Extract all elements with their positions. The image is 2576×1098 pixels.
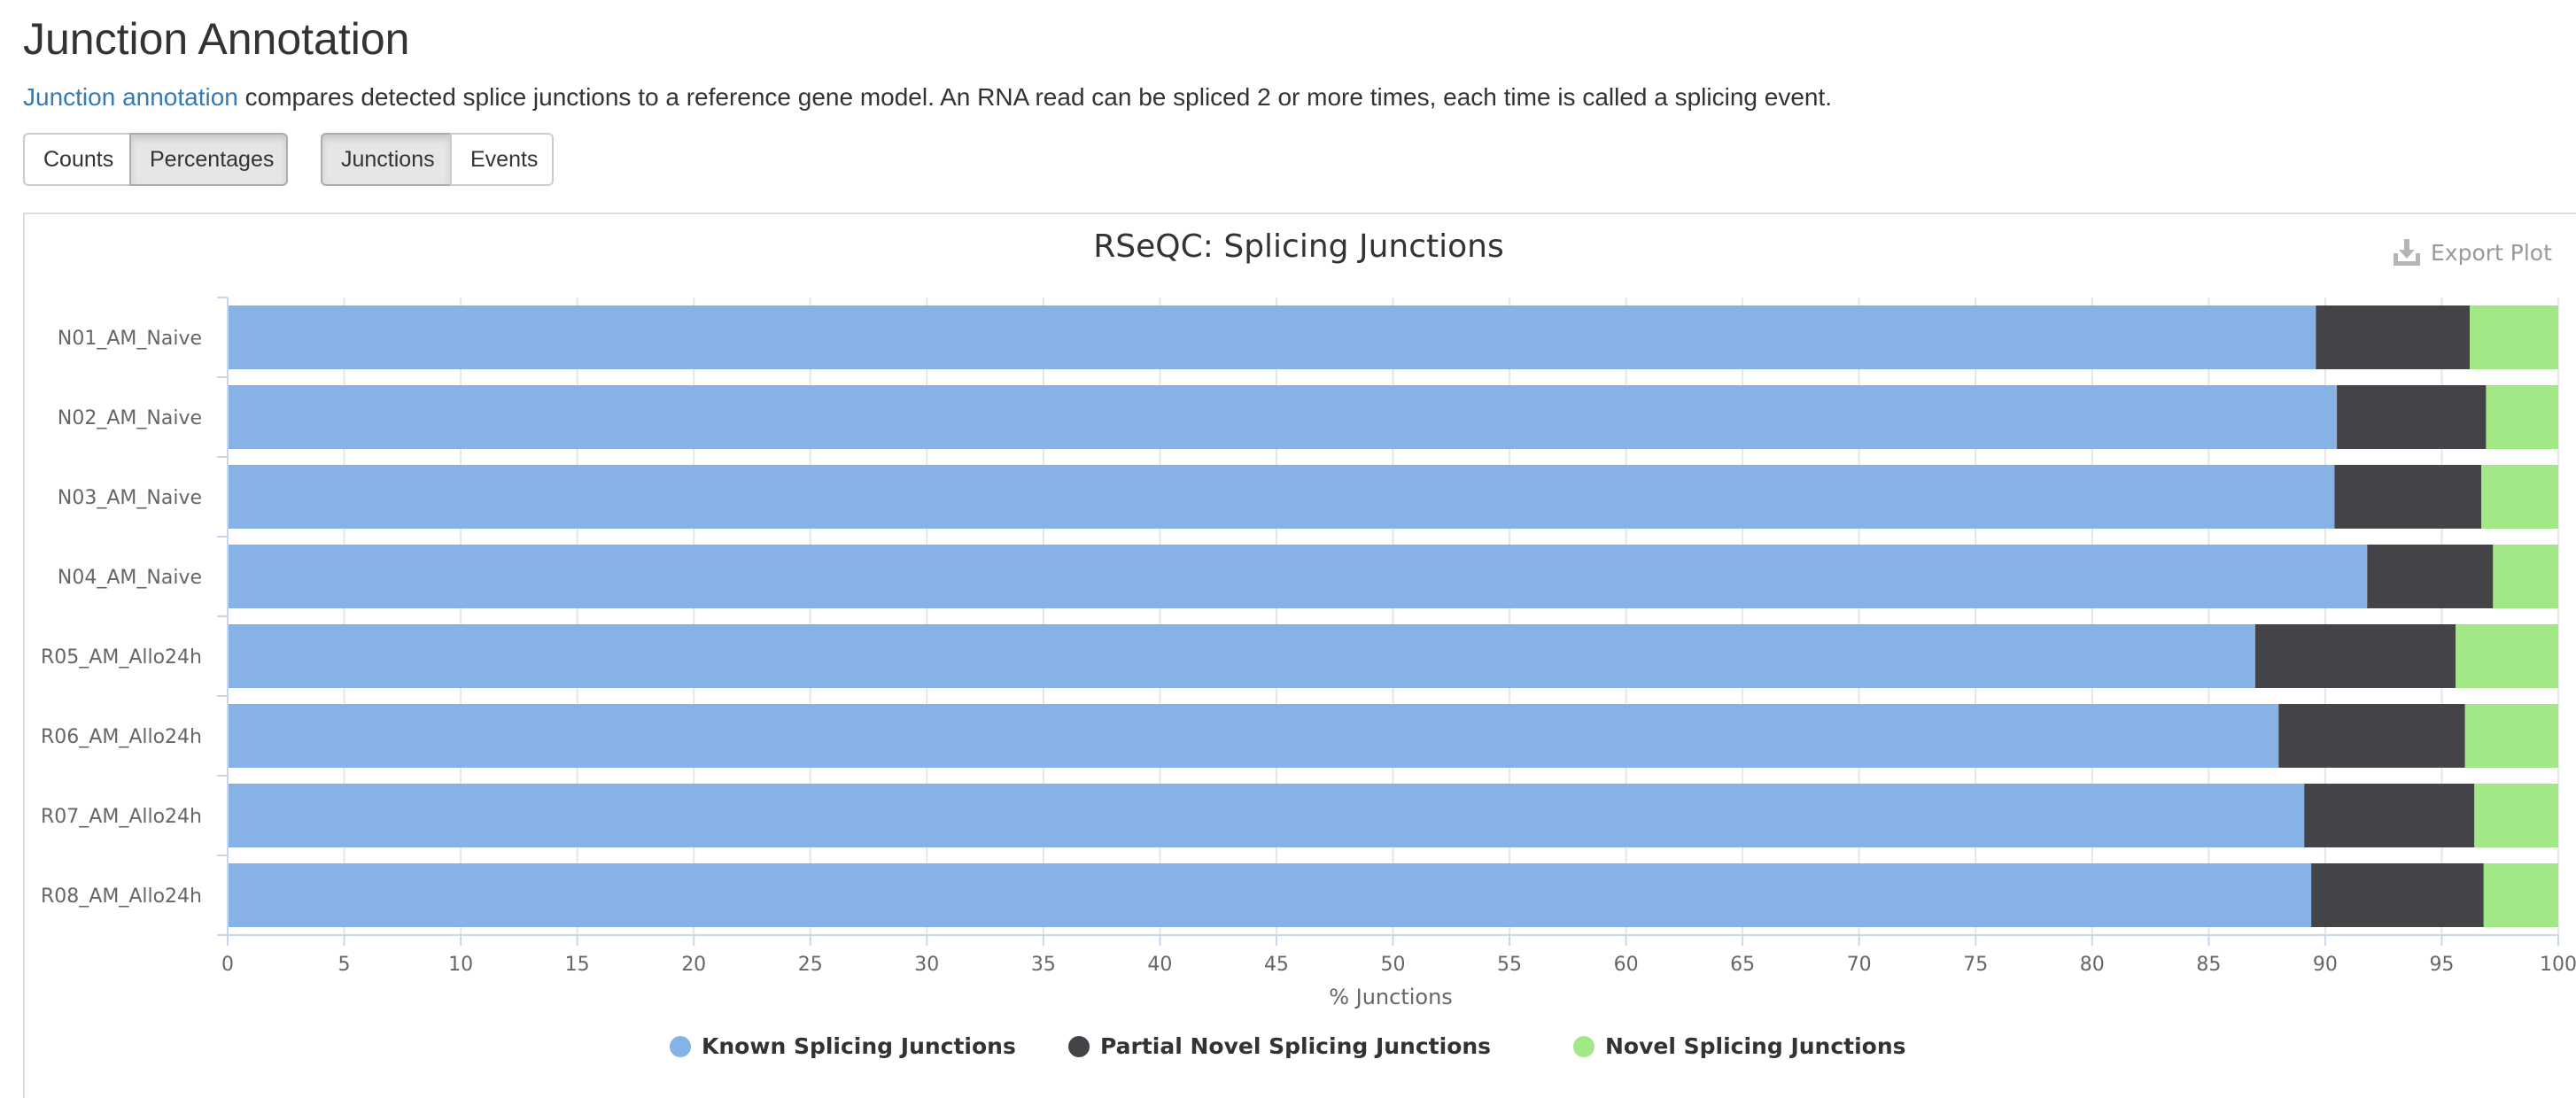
bar-segment[interactable] (2304, 784, 2475, 847)
bar-segment[interactable] (228, 624, 2255, 688)
x-tick-label: 100 (2540, 954, 2576, 976)
bar-segment[interactable] (2481, 465, 2558, 529)
bar-segment[interactable] (2486, 385, 2558, 449)
bar-series (228, 305, 2558, 927)
y-tick-label: N01_AM_Naive (58, 328, 202, 350)
legend-item[interactable]: Partial Novel Splicing Junctions (1068, 1033, 1491, 1059)
x-tick-label: 70 (1847, 954, 1872, 976)
x-axis-title: % Junctions (1329, 985, 1453, 1009)
x-tick-label: 55 (1497, 954, 1522, 976)
x-tick-label: 0 (221, 954, 234, 976)
x-tick-label: 15 (565, 954, 590, 976)
chart-title: RSeQC: Splicing Junctions (1093, 228, 1503, 265)
bar-segment[interactable] (228, 704, 2279, 768)
x-tick-label: 85 (2196, 954, 2221, 976)
legend-marker (1068, 1036, 1090, 1057)
x-tick-label: 95 (2429, 954, 2454, 976)
bar-segment[interactable] (2278, 704, 2465, 768)
legend-marker (670, 1036, 691, 1057)
bar-segment[interactable] (2316, 305, 2471, 369)
bar-segment[interactable] (2493, 545, 2558, 608)
y-tick-label: N04_AM_Naive (58, 567, 202, 589)
bar-segment[interactable] (2470, 305, 2558, 369)
x-tick-label: 20 (681, 954, 706, 976)
legend-item[interactable]: Known Splicing Junctions (670, 1033, 1016, 1059)
page-title: Junction Annotation (23, 14, 410, 64)
bar-segment[interactable] (2483, 863, 2558, 927)
x-tick-label: 60 (1614, 954, 1639, 976)
dataset-toggle: Junctions Events (321, 133, 554, 186)
bar-segment[interactable] (2474, 784, 2558, 847)
bar-segment[interactable] (228, 863, 2312, 927)
legend-marker (1573, 1036, 1594, 1057)
export-plot-button[interactable]: Export Plot (2392, 237, 2552, 267)
bar-segment[interactable] (2464, 704, 2558, 768)
chart-legend: Known Splicing Junctions Partial Novel Sp… (670, 1033, 1906, 1059)
intro-text: Junction annotation compares detected sp… (23, 78, 1832, 117)
download-icon (2394, 239, 2420, 266)
legend-label: Novel Splicing Junctions (1605, 1033, 1906, 1059)
bar-segment[interactable] (2367, 545, 2494, 608)
bar-segment[interactable] (2456, 624, 2558, 688)
bar-segment[interactable] (228, 385, 2338, 449)
legend-label: Known Splicing Junctions (702, 1033, 1016, 1059)
legend-item[interactable]: Novel Splicing Junctions (1573, 1033, 1906, 1059)
x-tick-label: 30 (914, 954, 939, 976)
bar-segment[interactable] (228, 305, 2316, 369)
y-tick-label: R05_AM_Allo24h (41, 646, 202, 669)
y-axis-labels: N01_AM_Naive N02_AM_Naive N03_AM_Naive N04_… (41, 297, 229, 936)
junction-annotation-link[interactable]: Junction annotation (23, 83, 238, 111)
data-mode-toggle: Counts Percentages (23, 133, 288, 186)
events-button[interactable]: Events (450, 133, 554, 186)
intro-description: compares detected splice junctions to a … (237, 83, 1833, 111)
x-tick-label: 10 (448, 954, 473, 976)
x-tick-label: 75 (1963, 954, 1988, 976)
percentages-button[interactable]: Percentages (129, 133, 288, 186)
legend-label: Partial Novel Splicing Junctions (1100, 1033, 1491, 1059)
x-tick-label: 50 (1381, 954, 1406, 976)
junctions-button[interactable]: Junctions (321, 133, 452, 186)
bar-segment[interactable] (228, 465, 2335, 529)
y-tick-label: R07_AM_Allo24h (41, 806, 202, 828)
x-tick-label: 45 (1264, 954, 1289, 976)
bar-segment[interactable] (2334, 465, 2482, 529)
x-axis: 0 5 10 15 20 25 30 35 40 45 50 55 60 65 70 75 80 85 90 95 10… (221, 934, 2576, 976)
export-plot-label: Export Plot (2431, 239, 2552, 266)
bar-segment[interactable] (2254, 624, 2456, 688)
bar-segment[interactable] (2337, 385, 2487, 449)
x-tick-label: 90 (2313, 954, 2338, 976)
y-tick-label: R06_AM_Allo24h (41, 726, 202, 748)
bar-segment[interactable] (2311, 863, 2484, 927)
x-tick-label: 40 (1147, 954, 1172, 976)
y-tick-label: N03_AM_Naive (58, 487, 202, 509)
x-tick-label: 65 (1730, 954, 1755, 976)
x-tick-label: 5 (338, 954, 351, 976)
x-tick-label: 25 (798, 954, 823, 976)
x-tick-label: 80 (2080, 954, 2105, 976)
y-tick-label: N02_AM_Naive (58, 407, 202, 429)
x-tick-label: 35 (1031, 954, 1056, 976)
bar-segment[interactable] (228, 545, 2368, 608)
bar-segment[interactable] (228, 784, 2305, 847)
y-tick-label: R08_AM_Allo24h (41, 885, 202, 908)
